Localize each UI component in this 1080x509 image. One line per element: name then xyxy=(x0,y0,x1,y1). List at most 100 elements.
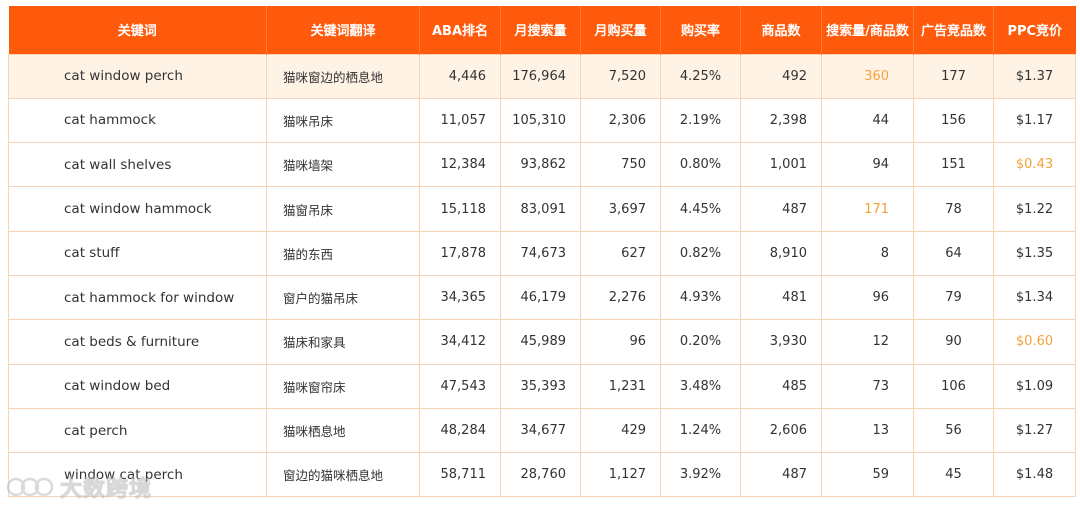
cell-search-per-product: 44 xyxy=(821,97,914,144)
table-body: cat window perch 猫咪窗边的栖息地 4,446 176,964 7,52… xyxy=(8,53,1076,498)
cell-search-per-product: 360 xyxy=(821,53,914,99)
cell-ppc-bid: $1.09 xyxy=(993,363,1076,409)
cell-keyword: cat window hammock xyxy=(8,186,267,232)
cell-keyword: cat wall shelves xyxy=(8,142,267,188)
cell-purchase-rate: 0.20% xyxy=(660,319,741,365)
cell-ad-competitors: 90 xyxy=(913,319,994,365)
cell-ppc-bid: $0.60 xyxy=(993,319,1076,365)
cell-product-count: 8,910 xyxy=(740,230,822,276)
header-keyword: 关键词 xyxy=(8,6,267,54)
header-ad-competitors: 广告竞品数 xyxy=(913,6,994,54)
header-aba-rank: ABA排名 xyxy=(419,6,501,54)
cell-ppc-bid: $0.43 xyxy=(993,142,1076,188)
cell-search-per-product: 73 xyxy=(821,363,914,409)
cell-monthly-search: 46,179 xyxy=(500,274,581,321)
cell-product-count: 485 xyxy=(740,363,822,409)
cell-monthly-purchase: 2,306 xyxy=(580,97,661,144)
cell-aba-rank: 34,412 xyxy=(419,319,501,365)
table-row: cat window hammock 猫窗吊床 15,118 83,091 3,697 4… xyxy=(8,186,1076,232)
cell-ad-competitors: 156 xyxy=(913,97,994,144)
table-row: window cat perch 窗边的猫咪栖息地 58,711 28,760 1,12… xyxy=(8,452,1076,498)
header-search-per-product: 搜索量/商品数 xyxy=(821,6,914,54)
cell-translation: 猫窗吊床 xyxy=(266,186,420,232)
cell-search-per-product: 8 xyxy=(821,230,914,276)
cell-aba-rank: 58,711 xyxy=(419,452,501,498)
keyword-table-container: 关键词 关键词翻译 ABA排名 月搜索量 月购买量 购买率 商品数 搜索量/商品… xyxy=(8,6,1076,498)
cell-purchase-rate: 0.82% xyxy=(660,230,741,276)
cell-product-count: 481 xyxy=(740,274,822,321)
cell-purchase-rate: 3.92% xyxy=(660,452,741,498)
header-translation: 关键词翻译 xyxy=(266,6,420,54)
table-header-row: 关键词 关键词翻译 ABA排名 月搜索量 月购买量 购买率 商品数 搜索量/商品… xyxy=(8,6,1076,54)
cell-search-per-product: 59 xyxy=(821,452,914,498)
cell-purchase-rate: 4.93% xyxy=(660,274,741,321)
cell-ppc-bid: $1.34 xyxy=(993,274,1076,321)
table-row: cat hammock for window 窗户的猫吊床 34,365 46,179… xyxy=(8,274,1076,321)
cell-product-count: 1,001 xyxy=(740,142,822,188)
table-row: cat hammock 猫咪吊床 11,057 105,310 2,306 2.19% 2,… xyxy=(8,97,1076,144)
table-row: cat beds & furniture 猫床和家具 34,412 45,989 96 0… xyxy=(8,319,1076,365)
cell-search-per-product: 94 xyxy=(821,142,914,188)
cell-keyword: cat window perch xyxy=(8,53,267,99)
cell-ppc-bid: $1.35 xyxy=(993,230,1076,276)
keyword-table: 关键词 关键词翻译 ABA排名 月搜索量 月购买量 购买率 商品数 搜索量/商品… xyxy=(8,6,1076,498)
cell-keyword: cat window bed xyxy=(8,363,267,409)
table-row: cat stuff 猫的东西 17,878 74,673 627 0.82% 8,910 8 6… xyxy=(8,230,1076,276)
cell-monthly-search: 28,760 xyxy=(500,452,581,498)
cell-monthly-purchase: 7,520 xyxy=(580,53,661,99)
cell-translation: 窗边的猫咪栖息地 xyxy=(266,452,420,498)
cell-monthly-purchase: 1,231 xyxy=(580,363,661,409)
cell-product-count: 2,398 xyxy=(740,97,822,144)
cell-monthly-purchase: 1,127 xyxy=(580,452,661,498)
cell-product-count: 487 xyxy=(740,452,822,498)
header-monthly-search: 月搜索量 xyxy=(500,6,581,54)
cell-monthly-search: 105,310 xyxy=(500,97,581,144)
header-monthly-purchase: 月购买量 xyxy=(580,6,661,54)
cell-aba-rank: 48,284 xyxy=(419,407,501,454)
cell-monthly-purchase: 627 xyxy=(580,230,661,276)
cell-ppc-bid: $1.48 xyxy=(993,452,1076,498)
cell-translation: 猫咪窗帘床 xyxy=(266,363,420,409)
cell-search-per-product: 171 xyxy=(821,186,914,232)
cell-monthly-search: 34,677 xyxy=(500,407,581,454)
cell-ppc-bid: $1.37 xyxy=(993,53,1076,99)
header-purchase-rate: 购买率 xyxy=(660,6,741,54)
cell-monthly-search: 176,964 xyxy=(500,53,581,99)
cell-monthly-purchase: 750 xyxy=(580,142,661,188)
cell-aba-rank: 15,118 xyxy=(419,186,501,232)
cell-ad-competitors: 56 xyxy=(913,407,994,454)
cell-keyword: cat beds & furniture xyxy=(8,319,267,365)
cell-ad-competitors: 177 xyxy=(913,53,994,99)
cell-aba-rank: 11,057 xyxy=(419,97,501,144)
cell-ad-competitors: 64 xyxy=(913,230,994,276)
cell-ppc-bid: $1.17 xyxy=(993,97,1076,144)
cell-purchase-rate: 4.25% xyxy=(660,53,741,99)
table-row: cat window bed 猫咪窗帘床 47,543 35,393 1,231 3.48… xyxy=(8,363,1076,409)
cell-ad-competitors: 45 xyxy=(913,452,994,498)
cell-monthly-search: 83,091 xyxy=(500,186,581,232)
cell-product-count: 2,606 xyxy=(740,407,822,454)
cell-monthly-purchase: 2,276 xyxy=(580,274,661,321)
cell-search-per-product: 13 xyxy=(821,407,914,454)
cell-ad-competitors: 78 xyxy=(913,186,994,232)
cell-keyword: window cat perch xyxy=(8,452,267,498)
table-row: cat wall shelves 猫咪墙架 12,384 93,862 750 0.80%… xyxy=(8,142,1076,188)
cell-aba-rank: 47,543 xyxy=(419,363,501,409)
cell-purchase-rate: 1.24% xyxy=(660,407,741,454)
header-ppc-bid: PPC竞价 xyxy=(993,6,1076,54)
cell-monthly-search: 74,673 xyxy=(500,230,581,276)
table-row: cat perch 猫咪栖息地 48,284 34,677 429 1.24% 2,606 1… xyxy=(8,407,1076,454)
cell-monthly-purchase: 3,697 xyxy=(580,186,661,232)
cell-aba-rank: 17,878 xyxy=(419,230,501,276)
cell-keyword: cat stuff xyxy=(8,230,267,276)
cell-product-count: 3,930 xyxy=(740,319,822,365)
cell-aba-rank: 4,446 xyxy=(419,53,501,99)
cell-purchase-rate: 0.80% xyxy=(660,142,741,188)
cell-translation: 猫咪吊床 xyxy=(266,97,420,144)
cell-monthly-search: 45,989 xyxy=(500,319,581,365)
cell-search-per-product: 12 xyxy=(821,319,914,365)
cell-aba-rank: 12,384 xyxy=(419,142,501,188)
cell-ad-competitors: 106 xyxy=(913,363,994,409)
cell-monthly-purchase: 96 xyxy=(580,319,661,365)
cell-translation: 猫咪墙架 xyxy=(266,142,420,188)
